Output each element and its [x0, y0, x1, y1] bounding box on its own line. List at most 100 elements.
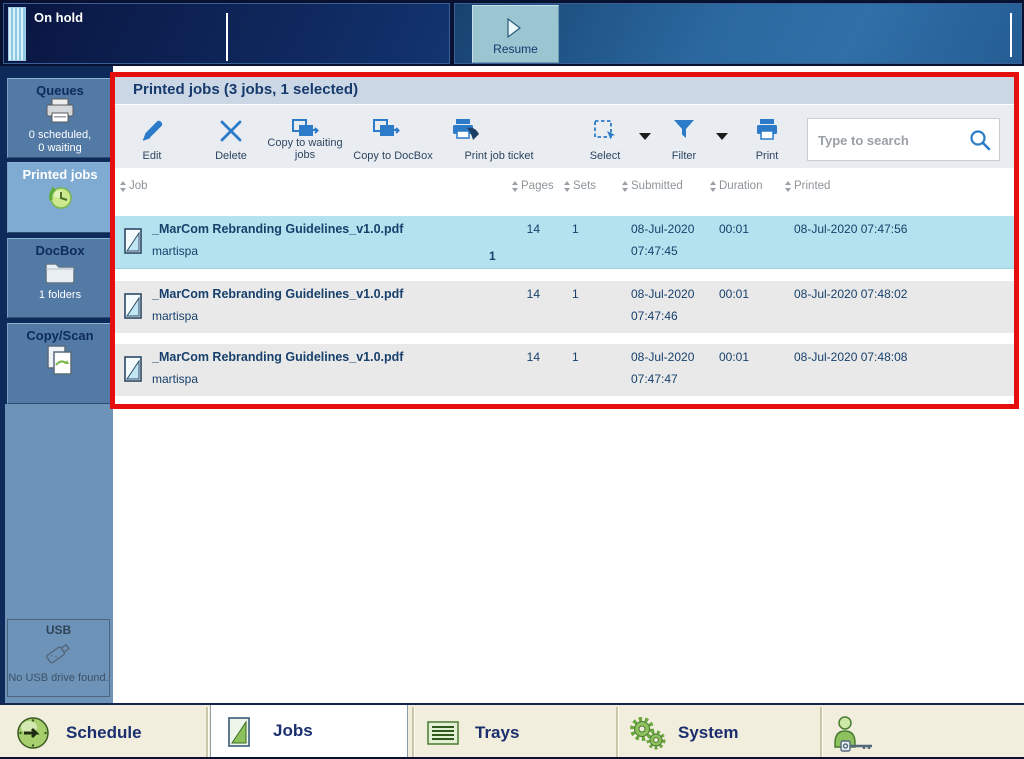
search-box [807, 118, 1000, 162]
queues-waiting-count: 0 waiting [38, 142, 82, 154]
column-header-job[interactable]: Job [129, 180, 148, 192]
job-sets: 1 [572, 287, 579, 301]
select-marquee-icon [594, 120, 615, 140]
copy-scan-icon [47, 345, 72, 375]
printer-status-text: On hold [34, 10, 84, 25]
print-button[interactable]: Print [742, 105, 792, 168]
document-icon [124, 356, 142, 382]
copy-to-docbox-label: Copy to DocBox [353, 150, 433, 162]
sort-icon[interactable] [120, 181, 127, 193]
job-submitted-date: 08-Jul-2020 [631, 350, 695, 364]
usb-status-text: No USB drive found. [8, 672, 109, 684]
select-button[interactable]: Select [577, 105, 633, 168]
job-duration: 00:01 [719, 222, 750, 236]
top-bar-right-section: Resume [454, 3, 1022, 64]
status-stripes-icon [8, 7, 26, 61]
pencil-icon [142, 120, 163, 141]
copy-icon [292, 119, 319, 136]
column-header-sets[interactable]: Sets [573, 180, 597, 192]
job-printed-timestamp: 08-Jul-2020 07:48:08 [794, 350, 908, 364]
job-duration: 00:01 [719, 287, 750, 301]
column-header-printed[interactable]: Printed [794, 180, 831, 192]
search-icon[interactable] [969, 129, 991, 151]
sidebar-item-copy-scan[interactable]: Copy/Scan [7, 323, 113, 404]
job-duration: 00:01 [719, 350, 750, 364]
job-row-2[interactable]: _MarCom Rebranding Guidelines_v1.0.pdf m… [115, 281, 1014, 333]
filter-button-label: Filter [671, 150, 697, 162]
resume-button[interactable]: Resume [472, 5, 559, 63]
select-dropdown-arrow-icon[interactable] [639, 133, 651, 140]
sidebar-item-docbox[interactable]: DocBox 1 folders [7, 238, 113, 318]
job-pages: 14 [526, 350, 540, 364]
printed-jobs-panel: Printed jobs (3 jobs, 1 selected) Edit D… [110, 72, 1019, 409]
print-job-ticket-button[interactable]: Print job ticket [445, 105, 553, 168]
job-name: _MarCom Rebranding Guidelines_v1.0.pdf [152, 222, 404, 236]
docbox-folder-count: 1 folders [38, 289, 82, 301]
column-header-submitted[interactable]: Submitted [631, 180, 683, 192]
job-row-1[interactable]: _MarCom Rebranding Guidelines_v1.0.pdf m… [115, 216, 1014, 269]
tab-schedule[interactable]: Schedule [2, 707, 204, 759]
panel-toolbar: Edit Delete Copy to waiting jobs [115, 105, 1014, 168]
tab-schedule-label: Schedule [66, 723, 142, 742]
sidebar-item-printed-jobs[interactable]: Printed jobs [7, 162, 113, 233]
column-header-duration[interactable]: Duration [719, 180, 763, 192]
job-owner: martispa [152, 309, 199, 323]
status-divider [226, 13, 228, 61]
operator-key-icon [834, 716, 872, 752]
column-header-pages[interactable]: Pages [521, 180, 554, 192]
tab-jobs[interactable]: Jobs [210, 705, 408, 759]
print-button-label: Print [755, 150, 779, 162]
document-icon [124, 293, 142, 319]
filter-button[interactable]: Filter [659, 105, 709, 168]
job-sets: 1 [572, 222, 579, 236]
tab-login[interactable] [824, 707, 1022, 759]
job-submitted-time: 07:47:47 [631, 372, 678, 386]
screen-bottom-edge [0, 757, 1024, 759]
print-job-ticket-label: Print job ticket [464, 150, 534, 162]
sidebar-item-usb: USB No USB drive found. [7, 619, 110, 697]
tab-divider [820, 707, 823, 759]
table-header-row: Job Pages Sets Submitted Duration Printe… [115, 168, 1014, 204]
sort-icon[interactable] [512, 181, 519, 193]
job-pages: 14 [526, 222, 540, 236]
sort-icon[interactable] [564, 181, 571, 193]
select-button-label: Select [589, 150, 621, 162]
copy-to-docbox-button[interactable]: Copy to DocBox [347, 105, 439, 168]
edit-button-label: Edit [142, 150, 162, 162]
top-status-bar: On hold Resume [0, 0, 1024, 66]
job-name: _MarCom Rebranding Guidelines_v1.0.pdf [152, 350, 404, 364]
schedule-clock-icon [17, 717, 49, 749]
queues-label: Queues [36, 83, 84, 98]
jobs-document-icon [228, 717, 250, 747]
tab-trays[interactable]: Trays [415, 707, 612, 759]
filter-dropdown-arrow-icon[interactable] [716, 133, 728, 140]
sort-icon[interactable] [785, 181, 792, 193]
delete-button[interactable]: Delete [206, 105, 256, 168]
panel-title: Printed jobs (3 jobs, 1 selected) [133, 81, 359, 98]
sort-icon[interactable] [622, 181, 629, 193]
tab-trays-label: Trays [475, 723, 520, 742]
copy-to-waiting-jobs-button[interactable]: Copy to waiting jobs [259, 105, 351, 168]
delete-x-icon [220, 120, 242, 142]
panel-header: Printed jobs (3 jobs, 1 selected) [115, 77, 1014, 104]
job-pages: 14 [526, 287, 540, 301]
sort-icon[interactable] [710, 181, 717, 193]
sidebar: Queues 0 scheduled, 0 waiting Printed jo… [0, 66, 113, 703]
job-row-3[interactable]: _MarCom Rebranding Guidelines_v1.0.pdf m… [115, 344, 1014, 396]
resume-button-label: Resume [493, 42, 538, 56]
printer-queue-icon [46, 98, 74, 123]
job-name: _MarCom Rebranding Guidelines_v1.0.pdf [152, 287, 404, 301]
tab-system[interactable]: System [620, 707, 818, 759]
job-owner: martispa [152, 372, 199, 386]
sidebar-item-queues[interactable]: Queues 0 scheduled, 0 waiting [7, 78, 113, 158]
search-input[interactable] [808, 119, 980, 162]
filter-funnel-icon [674, 120, 694, 138]
edit-button[interactable]: Edit [127, 105, 177, 168]
system-gears-icon [630, 717, 666, 750]
folder-icon [45, 263, 75, 284]
print-ticket-icon [453, 119, 479, 140]
printed-history-clock-icon [48, 186, 72, 209]
usb-drive-icon [45, 643, 70, 664]
job-sets: 1 [572, 350, 579, 364]
